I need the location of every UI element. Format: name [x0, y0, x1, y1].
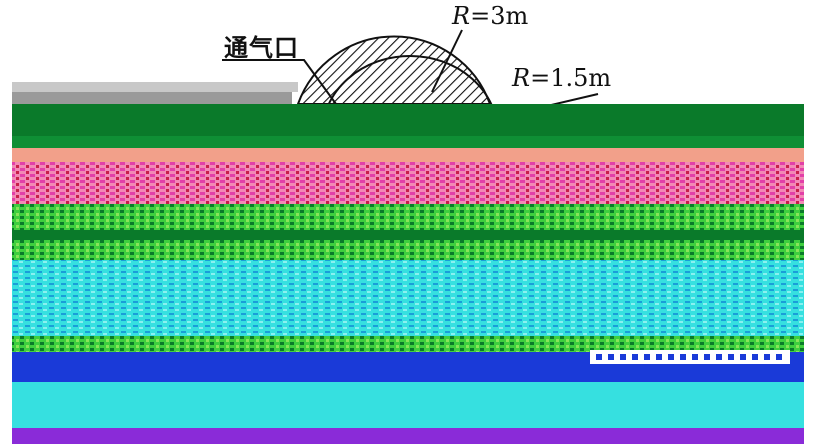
inner-radius-label: R=1.5m: [512, 66, 611, 90]
band-grey-2: [12, 92, 292, 104]
band-grey: [12, 82, 298, 92]
band-dark-green-2: [12, 230, 804, 240]
vent-label: 通气口: [224, 34, 299, 62]
outer-radius-symbol: R: [452, 2, 471, 30]
noise-bands: [12, 82, 804, 444]
outer-radius-label: R=3m: [452, 4, 528, 28]
inner-radius-value: =1.5m: [530, 64, 612, 92]
band-dark-green: [12, 104, 804, 136]
band-cyan-2: [12, 382, 804, 428]
inner-radius-symbol: R: [512, 64, 531, 92]
band-cyan-noise: [12, 260, 804, 336]
band-purple: [12, 428, 804, 444]
outer-radius-leader: [431, 29, 463, 93]
band-green-2: [12, 136, 804, 148]
outer-radius-value: =3m: [470, 2, 529, 30]
vent-leader-line: [222, 59, 337, 105]
outer-dome: [296, 35, 492, 105]
band-salmon: [12, 148, 804, 162]
band-blue-dots: [590, 350, 790, 364]
band-magenta: [12, 162, 804, 204]
